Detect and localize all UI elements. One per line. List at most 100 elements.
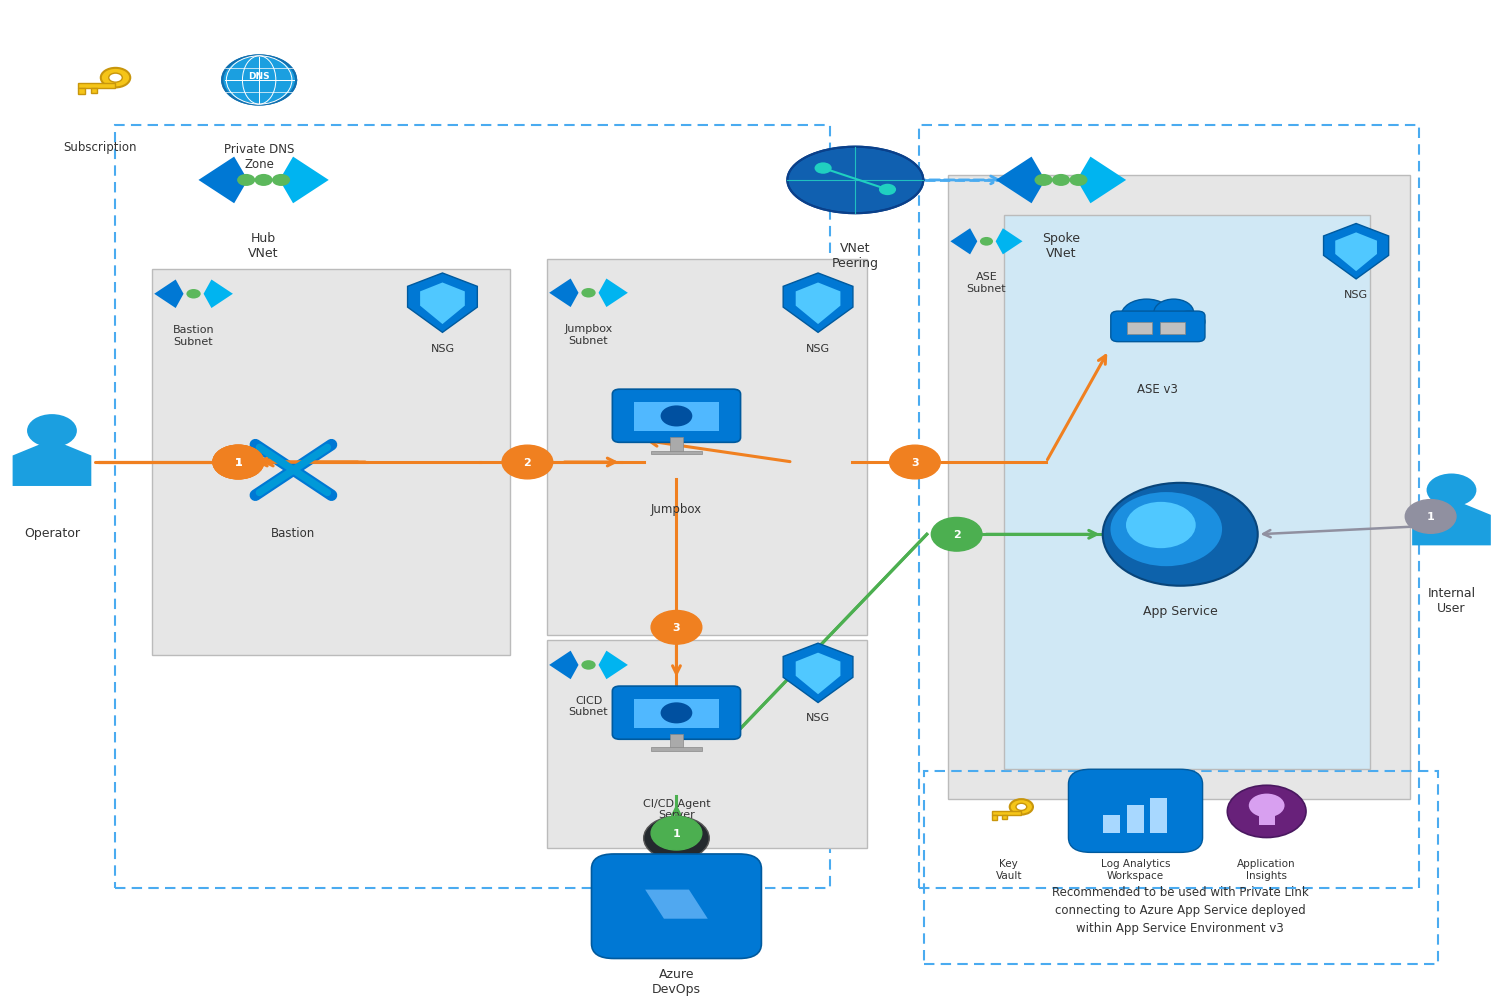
Text: Bastion: Bastion: [271, 527, 316, 540]
FancyBboxPatch shape: [1002, 815, 1007, 819]
FancyBboxPatch shape: [91, 89, 97, 94]
FancyBboxPatch shape: [612, 390, 741, 443]
Circle shape: [254, 175, 272, 187]
Text: Log Analytics
Workspace: Log Analytics Workspace: [1101, 859, 1170, 880]
Text: Private DNS
Zone: Private DNS Zone: [224, 143, 295, 172]
FancyBboxPatch shape: [151, 270, 510, 655]
Polygon shape: [1412, 499, 1492, 546]
Circle shape: [1427, 474, 1477, 508]
Text: Spoke
VNet: Spoke VNet: [1043, 232, 1080, 260]
FancyBboxPatch shape: [78, 84, 115, 89]
Polygon shape: [199, 157, 248, 204]
Text: Jumpbox
Subnet: Jumpbox Subnet: [564, 324, 613, 346]
Text: Recommended to be used with Private Link
connecting to Azure App Service deploye: Recommended to be used with Private Link…: [1052, 885, 1309, 934]
FancyBboxPatch shape: [1126, 805, 1143, 832]
Circle shape: [1153, 300, 1194, 326]
Text: NSG: NSG: [431, 344, 455, 354]
Polygon shape: [12, 440, 91, 486]
Text: 1: 1: [235, 457, 242, 467]
Text: NSG: NSG: [1343, 290, 1369, 300]
Polygon shape: [598, 279, 628, 308]
Circle shape: [651, 611, 702, 645]
Circle shape: [1227, 785, 1306, 838]
Text: Azure
DevOps: Azure DevOps: [652, 967, 702, 995]
Text: Key
Vault: Key Vault: [995, 859, 1022, 880]
Text: 3: 3: [673, 623, 681, 633]
Circle shape: [661, 703, 693, 724]
FancyBboxPatch shape: [651, 747, 702, 751]
Circle shape: [272, 175, 290, 187]
FancyBboxPatch shape: [78, 89, 85, 95]
Text: DNS: DNS: [248, 71, 269, 80]
FancyBboxPatch shape: [1110, 312, 1204, 342]
Polygon shape: [203, 280, 233, 309]
Polygon shape: [280, 157, 329, 204]
Text: CI/CD Agent
Server: CI/CD Agent Server: [643, 797, 711, 819]
Circle shape: [1110, 492, 1222, 567]
FancyBboxPatch shape: [670, 437, 684, 453]
Polygon shape: [784, 274, 853, 333]
Circle shape: [1173, 312, 1204, 333]
Circle shape: [890, 445, 941, 479]
Text: Hub
VNet: Hub VNet: [248, 232, 278, 260]
FancyBboxPatch shape: [1150, 798, 1167, 832]
FancyBboxPatch shape: [1104, 815, 1121, 832]
Text: Internal
User: Internal User: [1427, 586, 1475, 614]
Circle shape: [1405, 500, 1456, 534]
FancyBboxPatch shape: [1126, 322, 1152, 334]
Circle shape: [212, 445, 263, 479]
Polygon shape: [996, 229, 1023, 255]
Circle shape: [1070, 175, 1088, 187]
Polygon shape: [1077, 157, 1126, 204]
Circle shape: [223, 56, 296, 105]
Text: 3: 3: [911, 457, 919, 467]
Circle shape: [880, 185, 896, 196]
Text: 2: 2: [953, 530, 960, 540]
Text: GH: GH: [670, 832, 682, 842]
Circle shape: [1121, 300, 1171, 334]
Circle shape: [1052, 175, 1070, 187]
Polygon shape: [996, 157, 1046, 204]
Circle shape: [100, 69, 130, 88]
FancyBboxPatch shape: [634, 402, 720, 431]
Polygon shape: [1324, 225, 1388, 280]
Polygon shape: [784, 644, 853, 703]
Polygon shape: [950, 229, 977, 255]
Circle shape: [814, 163, 832, 175]
Text: 2: 2: [524, 457, 531, 467]
FancyBboxPatch shape: [948, 176, 1409, 798]
FancyBboxPatch shape: [1159, 322, 1185, 334]
Text: 1: 1: [1427, 512, 1435, 522]
FancyBboxPatch shape: [1068, 769, 1203, 853]
Text: App Service: App Service: [1143, 604, 1218, 617]
Circle shape: [980, 238, 993, 247]
Polygon shape: [407, 274, 477, 333]
Circle shape: [651, 816, 702, 851]
FancyBboxPatch shape: [992, 815, 998, 820]
Circle shape: [236, 175, 256, 187]
Text: Subscription: Subscription: [63, 141, 136, 154]
Circle shape: [1035, 175, 1053, 187]
Text: Bastion
Subnet: Bastion Subnet: [172, 325, 214, 347]
Text: NSG: NSG: [806, 713, 830, 723]
Polygon shape: [796, 283, 841, 325]
Text: VNet
Peering: VNet Peering: [832, 242, 878, 270]
Circle shape: [643, 816, 709, 860]
Polygon shape: [420, 283, 465, 325]
Text: ASE v3: ASE v3: [1137, 382, 1179, 395]
FancyBboxPatch shape: [548, 641, 868, 849]
Text: ASE
Subnet: ASE Subnet: [966, 272, 1007, 293]
Circle shape: [582, 289, 595, 298]
Circle shape: [212, 445, 263, 479]
Polygon shape: [598, 651, 628, 679]
Circle shape: [187, 290, 200, 299]
FancyBboxPatch shape: [1004, 216, 1369, 769]
Circle shape: [661, 406, 693, 427]
FancyBboxPatch shape: [651, 451, 702, 454]
FancyBboxPatch shape: [591, 855, 761, 959]
Circle shape: [109, 74, 123, 83]
FancyBboxPatch shape: [1258, 810, 1275, 824]
Circle shape: [1126, 503, 1195, 549]
Circle shape: [582, 661, 595, 670]
Polygon shape: [1336, 233, 1376, 272]
